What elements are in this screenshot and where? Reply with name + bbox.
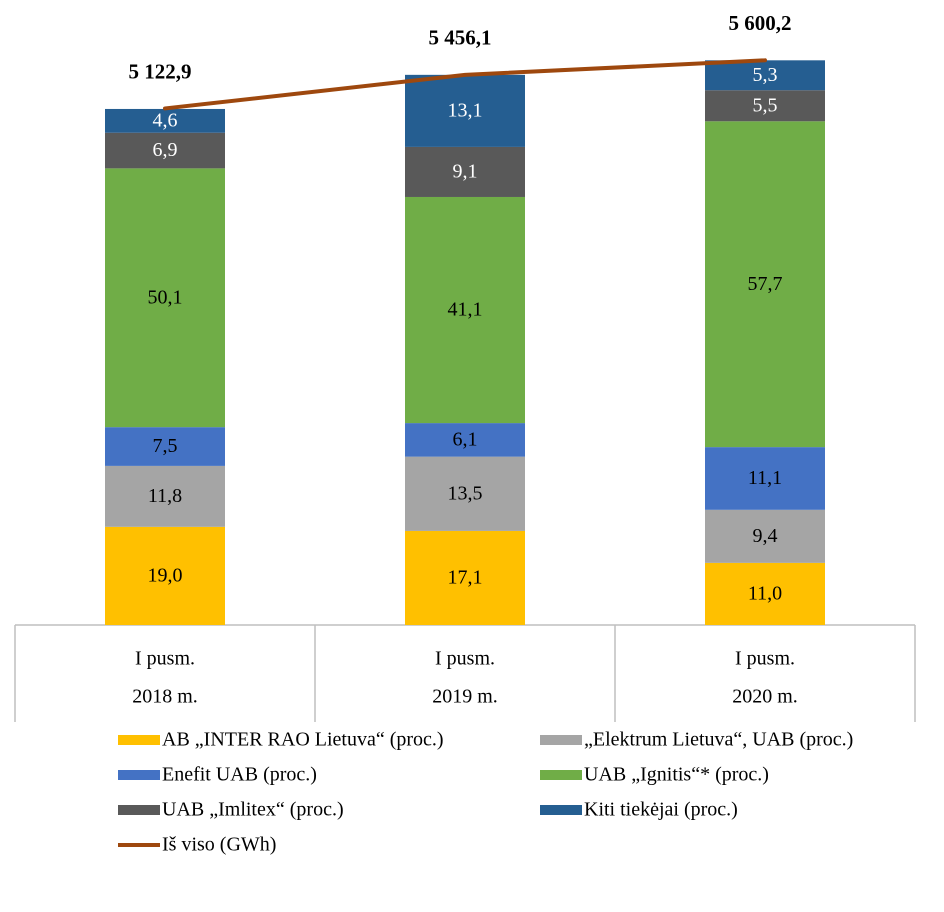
- legend-label: Kiti tiekėjai (proc.): [584, 799, 738, 821]
- data-label: 6,9: [153, 139, 178, 161]
- bar-segment: [105, 108, 225, 133]
- legend-swatch: [540, 770, 582, 780]
- bar-segment: [405, 74, 525, 147]
- bar-segment: [105, 168, 225, 428]
- bar-segment: [105, 526, 225, 625]
- data-label: 57,7: [748, 273, 783, 295]
- data-label: 11,1: [748, 467, 782, 489]
- bar-segment: [405, 423, 525, 457]
- bar-segment: [705, 562, 825, 625]
- bar-segment: [705, 121, 825, 448]
- data-label: 7,5: [153, 435, 178, 457]
- data-label: 5,3: [753, 64, 778, 86]
- data-label: 4,6: [153, 109, 178, 131]
- bar-segment: [705, 509, 825, 563]
- bar-segment: [405, 456, 525, 531]
- total-label: 5 600,2: [729, 11, 792, 35]
- bar-segment: [105, 465, 225, 527]
- legend-swatch: [540, 805, 582, 815]
- data-label: 50,1: [148, 286, 183, 308]
- bar-segment: [405, 146, 525, 197]
- legend-swatch: [118, 735, 160, 745]
- legend-label: AB „INTER RAO Lietuva“ (proc.): [162, 729, 444, 751]
- x-tick-label: 2018 m.: [132, 686, 198, 708]
- total-label: 5 456,1: [429, 26, 492, 50]
- legend-label: „Elektrum Lietuva“, UAB (proc.): [584, 729, 853, 751]
- bar-segment: [705, 447, 825, 510]
- legend-swatch: [118, 805, 160, 815]
- bar-segment: [105, 132, 225, 169]
- data-label: 9,1: [453, 161, 478, 183]
- x-tick-label: I pusm.: [735, 648, 795, 670]
- data-label: 13,1: [448, 99, 483, 121]
- data-label: 5,5: [753, 94, 778, 116]
- bar-segment: [405, 196, 525, 424]
- legend-swatch: [540, 735, 582, 745]
- bar-segment: [105, 427, 225, 466]
- legend-swatch: [118, 770, 160, 780]
- bar-segment: [705, 90, 825, 122]
- data-label: 6,1: [453, 428, 478, 450]
- data-label: 19,0: [148, 565, 183, 587]
- legend-label: UAB „Ignitis“* (proc.): [584, 764, 769, 786]
- data-label: 41,1: [448, 299, 483, 321]
- total-label: 5 122,9: [129, 59, 192, 83]
- data-label: 11,8: [148, 485, 182, 507]
- bar-segment: [705, 60, 825, 91]
- total-line: [163, 58, 767, 111]
- x-tick-label: I pusm.: [435, 648, 495, 670]
- x-tick-label: I pusm.: [135, 648, 195, 670]
- bar-segment: [405, 530, 525, 625]
- data-label: 13,5: [448, 482, 483, 504]
- data-label: 11,0: [748, 583, 782, 605]
- legend-label: UAB „Imlitex“ (proc.): [162, 799, 344, 821]
- legend-label: Iš viso (GWh): [162, 834, 276, 856]
- legend-label: Enefit UAB (proc.): [162, 764, 317, 786]
- data-label: 17,1: [448, 567, 483, 589]
- x-tick-label: 2020 m.: [732, 686, 798, 708]
- data-label: 9,4: [753, 525, 778, 547]
- x-tick-label: 2019 m.: [432, 686, 498, 708]
